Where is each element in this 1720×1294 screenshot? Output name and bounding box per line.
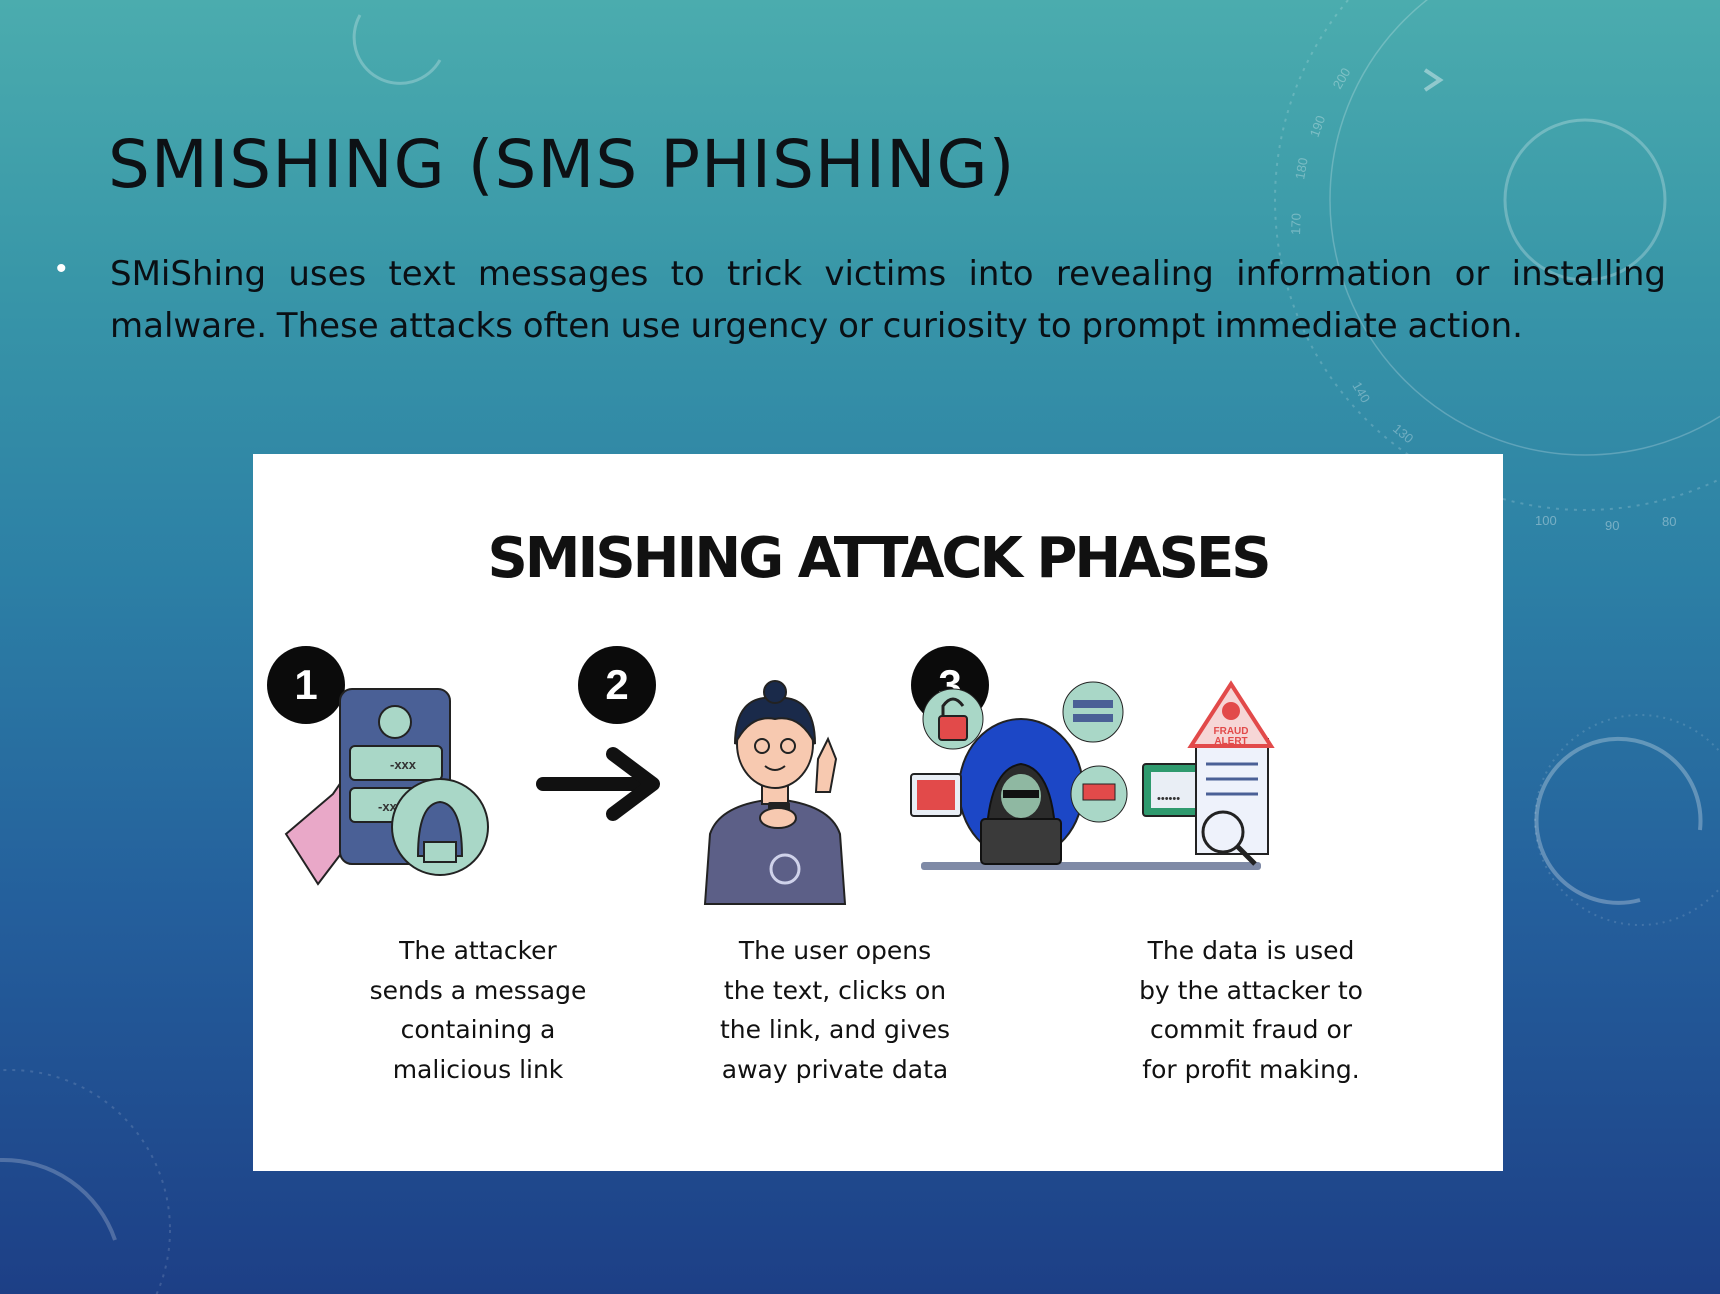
dial-label: 200 [1330,65,1354,91]
phase-number-badge: 1 [267,646,345,724]
dial-label: 170 [1288,213,1304,235]
bullet-text: SMiShing uses text messages to trick vic… [110,254,1666,346]
caption-line: commit fraud or [1149,1015,1353,1044]
phase-1: 1 -xxx -xx The attacker sends a message … [267,454,678,1171]
arrow-right-icon [536,747,660,821]
caption-line: the text, clicks on [723,975,947,1005]
caption-line: sends a message [369,975,587,1005]
login-dots: •••••• [1157,793,1180,805]
phone-snippet-1: -xxx [390,757,417,772]
phase-1-caption: The attacker sends a message containing … [328,931,628,1089]
caption-line: away private data [721,1054,949,1084]
dial-label: 140 [1349,379,1373,405]
bullet-dot-icon: • [56,252,67,285]
laptop-icon [980,818,1062,865]
padlock-icon [938,715,968,741]
dial-label: 130 [1390,421,1416,446]
attacker-phone-illustration: -xxx -xx [284,688,489,886]
caption-line: the link, and gives [719,1015,951,1044]
caption-line: The data is used [1147,936,1355,965]
caption-line: containing a [400,1015,556,1044]
phase-3-caption: The data is used by the attacker to comm… [1101,931,1401,1089]
fraud-alert-text-2: ALERT [1214,736,1247,747]
phone-snippet-2: -xx [378,799,398,814]
caption-line: The user opens [738,936,932,965]
user-with-phone-illustration [703,680,847,905]
phase-2-caption: The user opens the text, clicks on the l… [685,931,985,1089]
dial-label: 190 [1307,114,1329,140]
caption-line: by the attacker to [1139,975,1363,1005]
infographic-title: SMISHING ATTACK PHASES [487,526,1271,591]
phase-3: 3 •••••• FRAUD [910,454,1411,1171]
magnifier-icon [1201,810,1245,854]
dial-label: 180 [1292,157,1311,181]
contact-avatar-icon [378,705,412,739]
slide-title: SMISHING (SMS PHISHING) [108,126,1016,203]
caption-line: for profit making. [1142,1054,1360,1084]
caption-line: malicious link [392,1054,564,1084]
message-bubble-icon [349,745,443,781]
caption-line: The attacker [399,936,557,965]
phase-number-badge: 2 [578,646,656,724]
dial-label: 80 [1662,514,1676,529]
hacker-fraud-illustration: •••••• FRAUD ALERT [910,680,1275,870]
dial-label: 100 [1535,513,1557,528]
dial-label: 90 [1605,518,1619,533]
infographic-card: SMISHING ATTACK PHASES 1 -xxx -xx The at… [253,454,1503,1171]
phase-2: 2 The user opens the text, clicks on the… [578,454,1005,1171]
fraud-alert-text-1: FRAUD [1214,726,1249,737]
